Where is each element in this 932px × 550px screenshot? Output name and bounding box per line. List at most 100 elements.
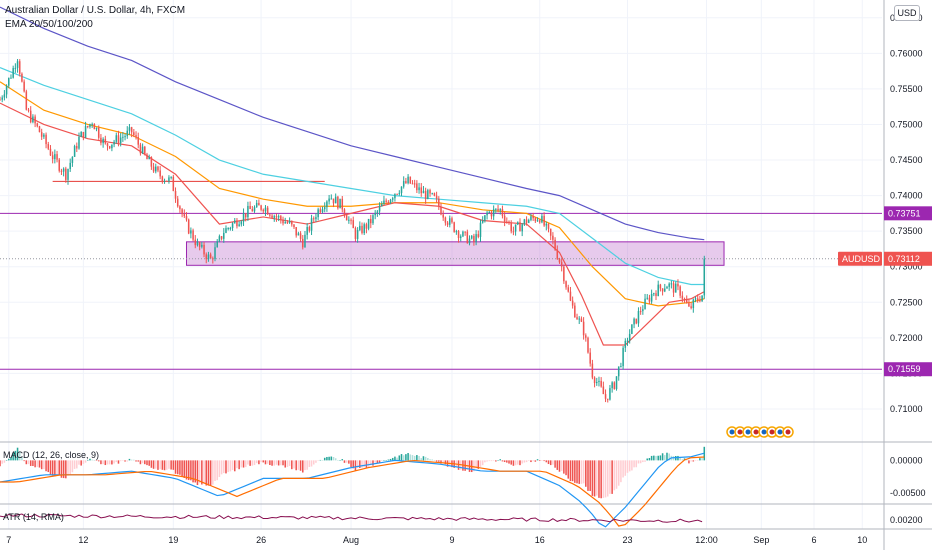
candle-body (284, 222, 286, 224)
macd-legend[interactable]: MACD (12, 26, close, 9) (3, 450, 100, 460)
candle-body (269, 214, 271, 216)
macd-bar (1, 460, 3, 464)
candle-body (163, 180, 166, 182)
candle-body (113, 141, 115, 145)
macd-bar (21, 456, 23, 461)
macd-bar (543, 460, 545, 462)
candle-body (611, 382, 613, 389)
candle-body (310, 218, 313, 231)
candle-body (604, 394, 607, 399)
candle-body (297, 233, 300, 236)
macd-bar (666, 452, 668, 461)
macd-bar (198, 460, 201, 484)
event-icon-dot (761, 429, 767, 435)
candle-body (319, 209, 322, 213)
candle-body (174, 191, 177, 199)
macd-bar (389, 458, 392, 461)
macd-bar (655, 455, 657, 461)
y-tick-label: 0.72500 (890, 297, 923, 307)
macd-bar (135, 460, 137, 462)
candle-body (148, 157, 150, 160)
macd-bar (286, 460, 289, 467)
macd-bar (348, 460, 350, 464)
currency-button[interactable]: USD (894, 5, 920, 21)
macd-bar (646, 458, 649, 461)
candle-body (440, 206, 442, 215)
macd-bar (218, 460, 221, 478)
candle-body (670, 283, 673, 285)
macd-bar (565, 460, 567, 476)
macd-bar (479, 460, 482, 467)
candle-body (411, 183, 414, 185)
atr-legend[interactable]: ATR (14, RMA) (3, 512, 64, 522)
candle-body (685, 299, 688, 304)
macd-bar (361, 460, 363, 468)
candle-body (71, 156, 74, 163)
macd-bar (212, 460, 214, 485)
macd-bar (396, 457, 398, 461)
macd-bar (585, 460, 587, 487)
candle-body (249, 205, 251, 210)
candle-body (481, 220, 484, 223)
candle-body (198, 242, 201, 247)
candle-body (567, 287, 570, 292)
candle-body (615, 376, 618, 389)
candle-body (104, 138, 107, 144)
candle-body (247, 205, 249, 218)
candle-body (462, 231, 464, 237)
candle-body (538, 220, 541, 223)
macd-bar (86, 460, 89, 461)
candle-body (628, 333, 631, 341)
x-tick-label: 9 (449, 535, 454, 545)
macd-bar (525, 460, 528, 463)
candle-body (477, 234, 480, 237)
candle-body (54, 154, 56, 160)
macd-bar (36, 460, 39, 467)
candle-body (266, 207, 269, 215)
macd-bar (685, 459, 688, 461)
macd-bar (532, 460, 534, 462)
level-price-label: 0.71559 (888, 364, 921, 374)
macd-bar (391, 457, 394, 461)
x-tick-label: Sep (753, 535, 769, 545)
event-icon-dot (769, 429, 775, 435)
candle-body (89, 124, 91, 127)
candle-body (271, 215, 273, 218)
grid (0, 0, 882, 529)
macd-bar (65, 460, 67, 479)
candle-body (218, 236, 221, 242)
candle-body (330, 198, 333, 200)
candle-body (650, 294, 653, 302)
level-price-tag (884, 206, 932, 221)
candle-body (396, 193, 398, 195)
candle-body (258, 202, 260, 206)
chart-title: Australian Dollar / U.S. Dollar, 4h, FXC… (5, 5, 186, 16)
macd-bar (407, 453, 409, 461)
macd-bar (549, 460, 552, 466)
macd-bar (288, 460, 291, 467)
macd-bar (556, 460, 559, 470)
candle-body (701, 295, 703, 302)
study-legend[interactable]: EMA 20/50/100/200 (5, 19, 93, 30)
macd-bar (613, 460, 616, 491)
macd-bar (194, 460, 197, 483)
ema50-line (0, 81, 705, 307)
candle-body (598, 380, 600, 382)
macd-bar (332, 456, 335, 461)
candle-body (240, 221, 243, 225)
x-tick-label: 16 (535, 535, 545, 545)
candle-body (0, 99, 1, 101)
macd-bar (679, 456, 681, 461)
candle-body (420, 187, 423, 194)
candle-body (56, 154, 58, 160)
macd-bar (536, 459, 539, 461)
candle-body (51, 155, 54, 160)
supply-zone (185, 241, 725, 266)
macd-bar (444, 460, 447, 465)
candle-body (635, 318, 638, 324)
macd-bar (352, 460, 355, 469)
macd-bar (280, 460, 282, 466)
candle-body (146, 154, 148, 160)
macd-bar (269, 460, 271, 466)
